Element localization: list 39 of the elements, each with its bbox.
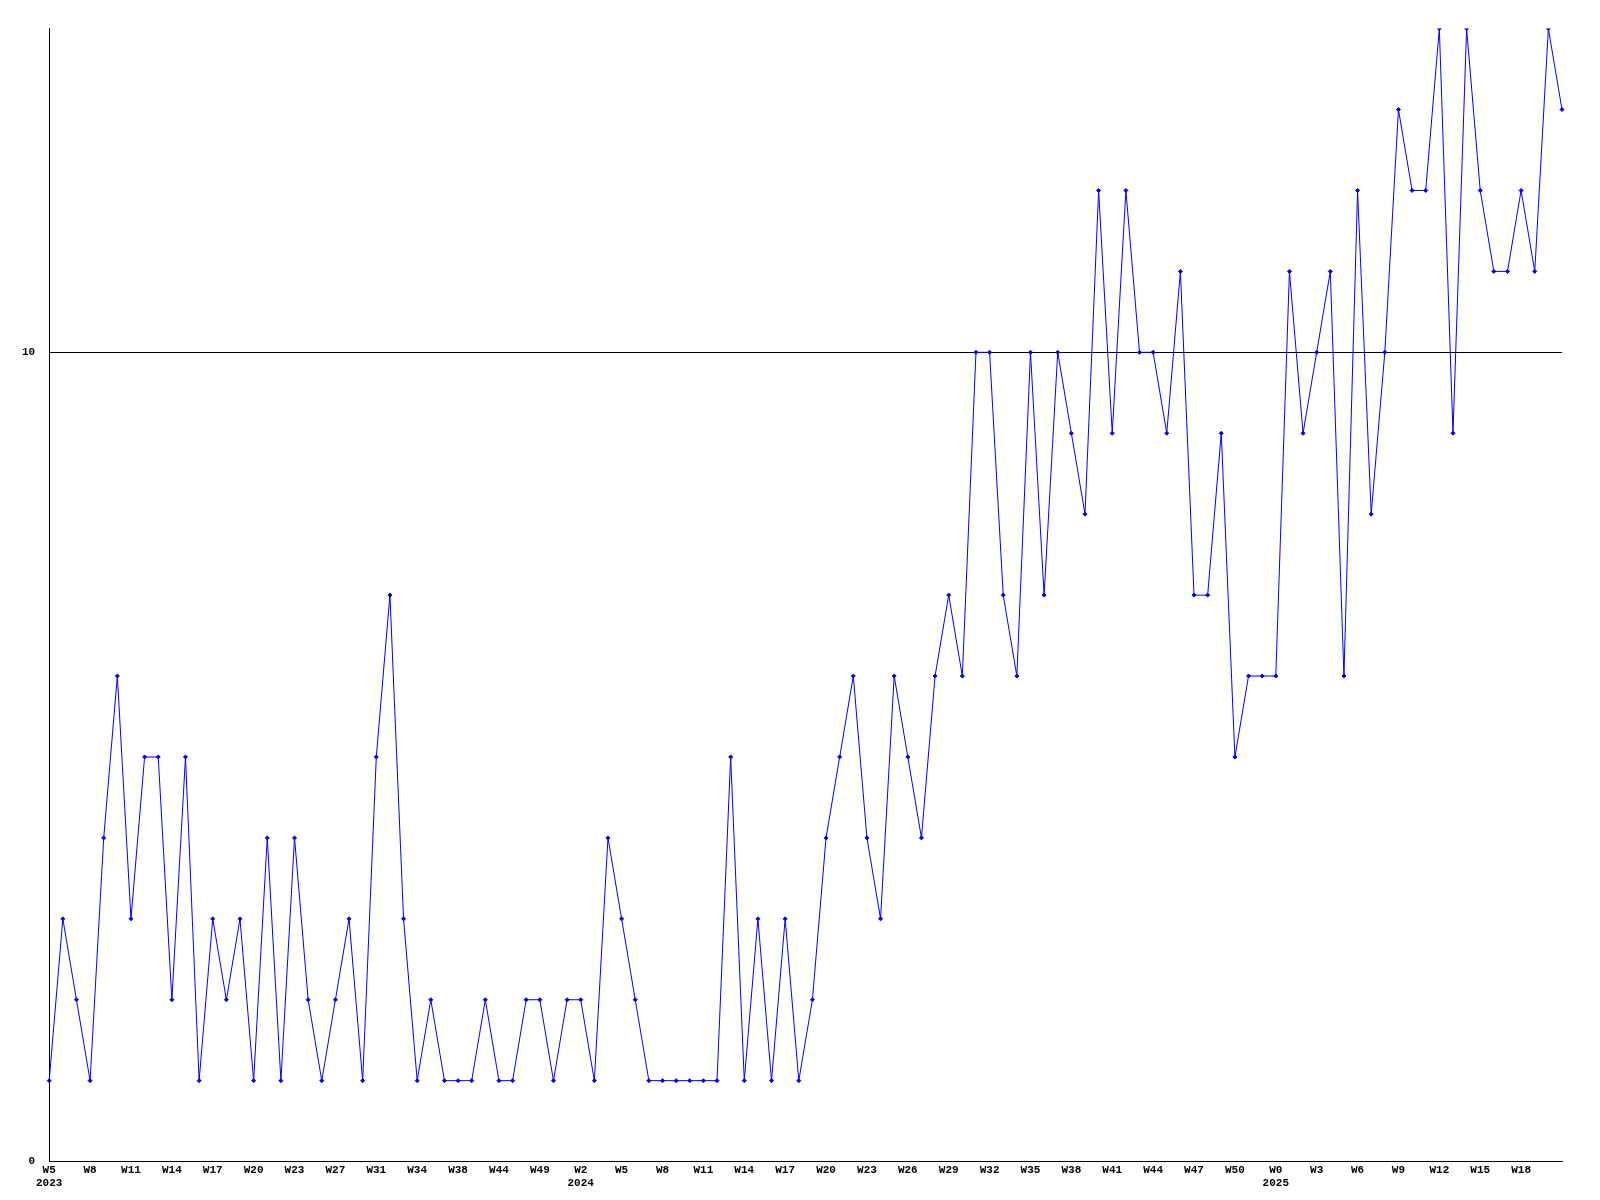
x-tick-label: W29 xyxy=(938,1163,959,1176)
x-tick-label: W27 xyxy=(325,1163,346,1176)
x-tick-label: W11 xyxy=(693,1163,714,1176)
x-tick-label: W31 xyxy=(366,1163,387,1176)
x-tick-label: W44 xyxy=(1143,1163,1164,1176)
x-tick-label: W38 xyxy=(448,1163,469,1176)
x-tick-label: W35 xyxy=(1020,1163,1041,1176)
x-tick-label: W49 xyxy=(529,1163,550,1176)
x-tick-label: W14 xyxy=(734,1163,755,1176)
x-tick-label: W44 xyxy=(489,1163,510,1176)
x-tick-label: W8 xyxy=(655,1163,670,1176)
x-tick-label: W17 xyxy=(202,1163,223,1176)
x-tick-label: W0 2025 xyxy=(1262,1163,1290,1190)
x-tick-label: W38 xyxy=(1061,1163,1082,1176)
x-tick-label: W9 xyxy=(1391,1163,1406,1176)
y-tick-label: 10 xyxy=(22,346,36,359)
x-tick-label: W12 xyxy=(1429,1163,1450,1176)
x-tick-label: W6 xyxy=(1350,1163,1365,1176)
x-tick-label: W50 xyxy=(1225,1163,1245,1176)
x-tick-label: W20 xyxy=(816,1163,836,1176)
x-tick-label: W18 xyxy=(1511,1163,1532,1176)
x-tick-label: W8 xyxy=(83,1163,98,1176)
x-tick-label: W41 xyxy=(1102,1163,1123,1176)
x-tick-label: W23 xyxy=(284,1163,305,1176)
x-tick-label: W15 xyxy=(1470,1163,1491,1176)
y-tick-label: 0 xyxy=(28,1155,36,1168)
x-tick-label: W3 xyxy=(1310,1163,1324,1176)
x-tick-label: W20 xyxy=(243,1163,264,1176)
x-tick-label: W32 xyxy=(979,1163,1000,1176)
x-tick-label: W23 xyxy=(857,1163,878,1176)
x-tick-label: W2 2024 xyxy=(567,1163,595,1190)
x-tick-label: W26 xyxy=(897,1163,918,1176)
x-tick-label: W5 xyxy=(615,1163,629,1176)
x-tick-label: W17 xyxy=(775,1163,796,1176)
x-tick-label: W47 xyxy=(1184,1163,1204,1176)
x-tick-label: W5 2023 xyxy=(36,1163,63,1190)
x-tick-label: W11 xyxy=(121,1163,142,1176)
x-tick-label: W34 xyxy=(407,1163,428,1176)
x-tick-label: W14 xyxy=(161,1163,183,1176)
